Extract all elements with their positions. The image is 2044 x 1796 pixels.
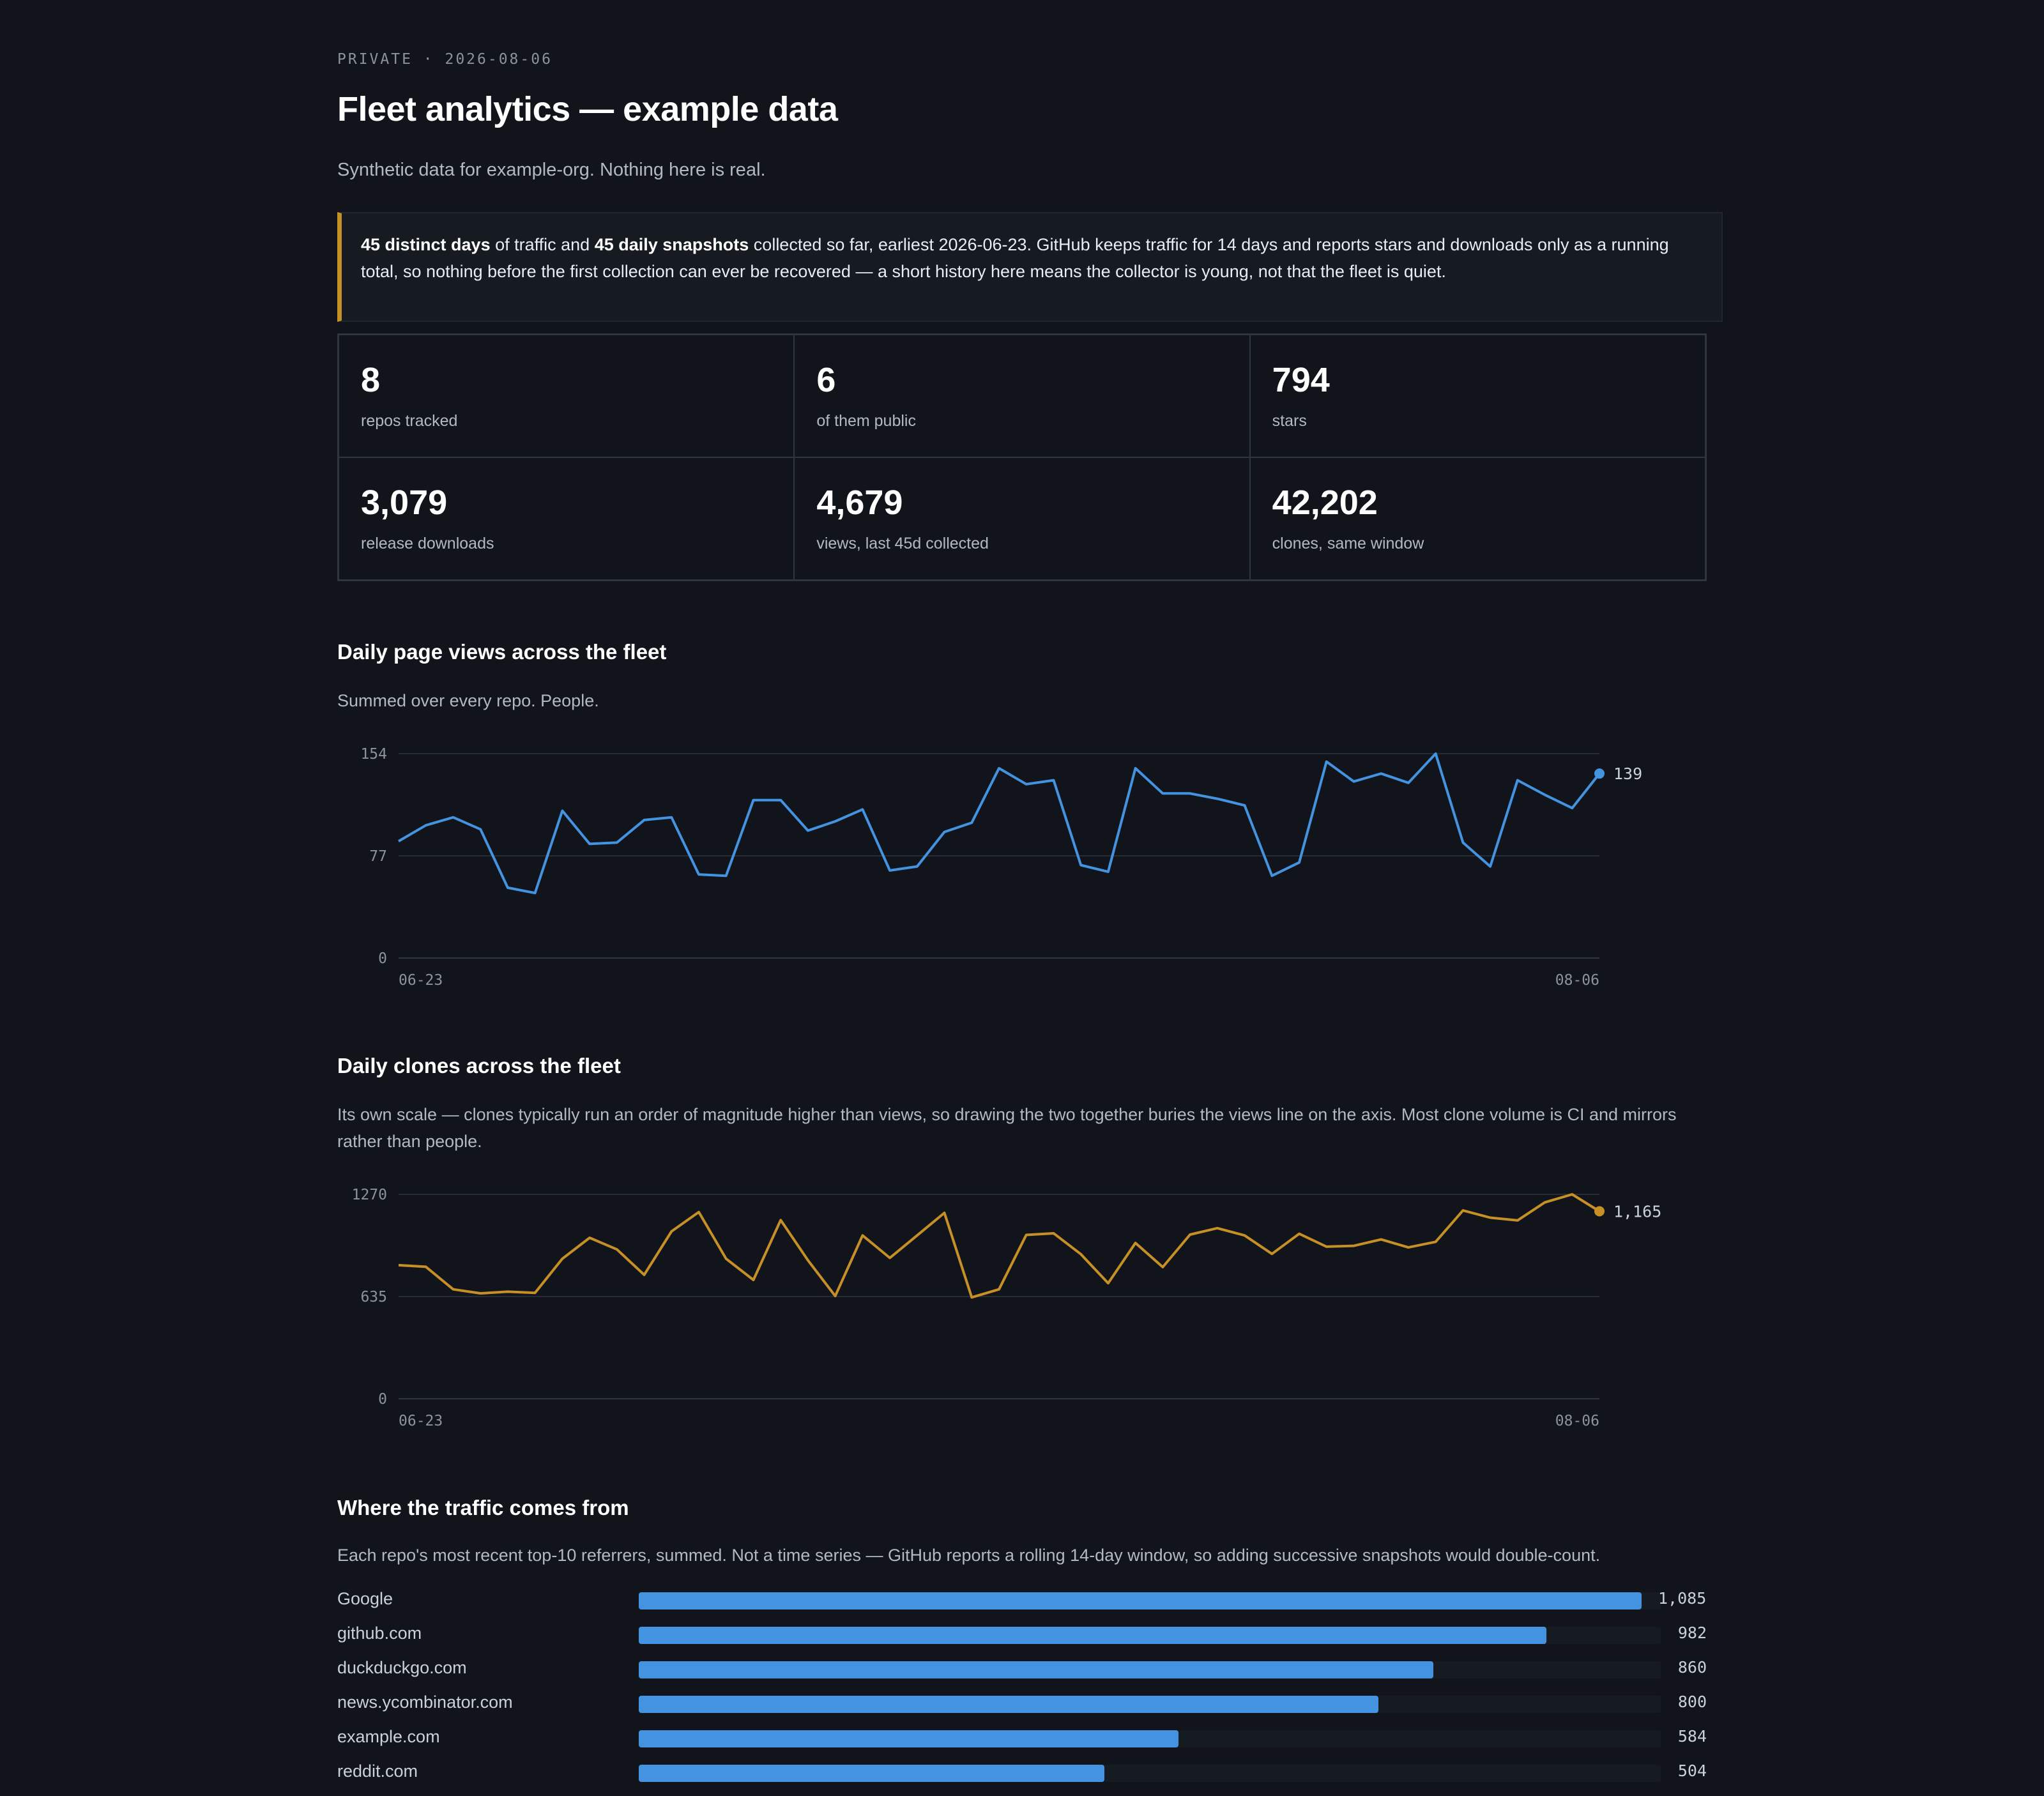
clones-end-point [1594, 1206, 1605, 1217]
stat-repos-tracked: 8 repos tracked [339, 335, 795, 457]
referrer-row: reddit.com 504 [337, 1762, 1707, 1796]
referrer-bar-track [639, 1696, 1661, 1713]
views-heading: Daily page views across the fleet [337, 640, 667, 664]
referrer-bar [639, 1696, 1378, 1713]
views-line-chart: 154 77 0 06-23 08-06 139 [360, 746, 1642, 989]
stat-value: 4,679 [816, 483, 903, 522]
stat-clones: 42,202 clones, same window [1249, 457, 1705, 580]
referrer-label: github.com [337, 1624, 422, 1643]
referrer-bar [639, 1730, 1179, 1747]
views-x-start-label: 06-23 [399, 972, 443, 989]
referrer-value: 982 [1677, 1624, 1707, 1642]
referrer-bar [639, 1765, 1105, 1782]
stat-label: release downloads [361, 535, 494, 552]
notice-days: 45 distinct days [361, 235, 491, 254]
views-end-value-label: 139 [1613, 765, 1642, 783]
notice-text-1: of traffic and [490, 235, 595, 254]
referrer-bar [639, 1661, 1434, 1678]
stat-release-downloads: 3,079 release downloads [339, 457, 795, 580]
views-y-tick-label: 0 [378, 950, 387, 967]
stat-value: 6 [816, 361, 836, 399]
clones-line-chart: 1270 635 0 06-23 08-06 1,165 [352, 1187, 1662, 1429]
referrer-value: 584 [1677, 1727, 1707, 1746]
stat-value: 3,079 [361, 483, 448, 522]
referrers-heading: Where the traffic comes from [337, 1496, 629, 1519]
clones-y-tick-label: 1270 [352, 1187, 387, 1203]
referrer-label: reddit.com [337, 1762, 418, 1781]
views-series-line [397, 752, 1601, 895]
referrer-bar [639, 1592, 1642, 1610]
stat-value: 42,202 [1272, 483, 1378, 522]
clones-heading: Daily clones across the fleet [337, 1054, 621, 1077]
clones-y-tick-label: 0 [378, 1391, 387, 1408]
stat-label: repos tracked [361, 412, 458, 430]
referrer-row: duckduckgo.com 860 [337, 1658, 1707, 1693]
collection-notice: 45 distinct days of traffic and 45 daily… [337, 212, 1723, 322]
notice-snapshots: 45 daily snapshots [594, 235, 749, 254]
page-subtitle: Synthetic data for example-org. Nothing … [337, 160, 766, 180]
referrer-value: 800 [1677, 1693, 1707, 1711]
referrers-description: Each repo's most recent top-10 referrers… [337, 1546, 1601, 1565]
referrer-bar [639, 1627, 1546, 1644]
referrer-value: 860 [1677, 1658, 1707, 1677]
page-title: Fleet analytics — example data [337, 90, 838, 128]
views-description: Summed over every repo. People. [337, 691, 599, 710]
referrer-bar-track [639, 1627, 1661, 1644]
referrer-row: Google 1,085 [337, 1589, 1707, 1624]
referrer-value: 504 [1677, 1762, 1707, 1780]
referrer-bar-track [639, 1661, 1661, 1678]
referrer-label: example.com [337, 1727, 440, 1746]
stats-grid: 8 repos tracked 6 of them public 794 sta… [337, 333, 1707, 581]
views-y-tick-label: 154 [360, 746, 387, 763]
referrer-bar-track [639, 1730, 1661, 1747]
referrer-row: news.ycombinator.com 800 [337, 1693, 1707, 1727]
referrer-bar-track [639, 1592, 1661, 1610]
stat-value: 8 [361, 361, 381, 399]
referrer-bar-track [639, 1765, 1661, 1782]
referrer-label: Google [337, 1589, 393, 1608]
views-end-point [1594, 768, 1605, 779]
clones-description: Its own scale — clones typically run an … [337, 1105, 1677, 1151]
referrer-row: example.com 584 [337, 1727, 1707, 1762]
notice-text-2: collected so far, earliest 2026-06-23. G… [361, 235, 1669, 281]
stat-label: views, last 45d collected [816, 535, 989, 552]
stat-label: clones, same window [1272, 535, 1424, 552]
report-meta: PRIVATE · 2026-08-06 [337, 51, 553, 68]
views-y-tick-label: 77 [369, 848, 387, 865]
referrer-label: news.ycombinator.com [337, 1693, 513, 1712]
clones-x-start-label: 06-23 [399, 1413, 443, 1429]
views-x-end-label: 08-06 [1555, 972, 1599, 989]
stat-label: of them public [816, 412, 916, 430]
stat-value: 794 [1272, 361, 1330, 399]
stat-views: 4,679 views, last 45d collected [794, 457, 1250, 580]
referrer-row: github.com 982 [337, 1624, 1707, 1658]
clones-y-tick-label: 635 [360, 1289, 387, 1305]
clones-series-line [398, 1193, 1601, 1299]
clones-end-value-label: 1,165 [1613, 1202, 1661, 1221]
referrer-label: duckduckgo.com [337, 1658, 467, 1677]
stat-public-repos: 6 of them public [794, 335, 1250, 457]
stat-stars: 794 stars [1249, 335, 1705, 457]
referrers-bar-chart: Google 1,085 github.com 982 duckduckgo.com 86… [337, 1589, 1707, 1796]
referrer-value: 1,085 [1658, 1589, 1707, 1608]
clones-x-end-label: 08-06 [1555, 1413, 1599, 1429]
stat-label: stars [1272, 412, 1307, 430]
